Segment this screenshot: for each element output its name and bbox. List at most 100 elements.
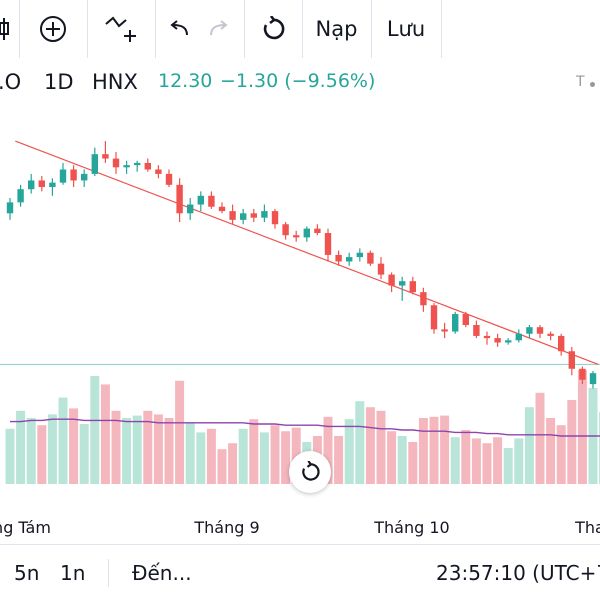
volume-bar — [196, 432, 205, 484]
candle-body — [367, 253, 373, 264]
candle-body — [113, 159, 119, 168]
redo-button[interactable] — [200, 0, 238, 58]
goto-date-button[interactable]: Đến... — [132, 561, 192, 585]
compare-button[interactable] — [88, 0, 154, 58]
volume-bar — [430, 417, 439, 484]
status-dot — [590, 82, 595, 87]
exchange-label: HNX — [92, 70, 138, 94]
volume-bar — [228, 443, 237, 484]
x-tick-label: Tháng 10 — [374, 518, 449, 537]
interval-label[interactable]: 1D — [44, 70, 74, 94]
x-tick-label: ng Tám — [0, 518, 51, 537]
candle-body — [537, 327, 543, 334]
bottom-divider — [108, 559, 109, 587]
symbol-info-bar: .O 1D HNX 12.30 −1.30 (−9.56%) T — [0, 58, 600, 106]
candle-body — [81, 174, 87, 181]
volume-bar — [186, 423, 195, 484]
volume-bar — [377, 411, 386, 484]
volume-bar — [472, 438, 481, 484]
candle-body — [176, 185, 182, 213]
volume-bar — [6, 429, 15, 484]
toolbar-divider — [441, 0, 442, 58]
candle-body — [7, 202, 13, 213]
reload-button[interactable] — [245, 0, 301, 58]
price-change: −1.30 (−9.56%) — [220, 70, 375, 92]
volume-bar — [218, 449, 227, 484]
candle-body — [325, 233, 331, 255]
candle-style-icon[interactable] — [0, 0, 14, 58]
candle-body — [314, 229, 320, 233]
candle-body — [155, 170, 161, 174]
volume-bar — [355, 401, 364, 484]
volume-bar — [419, 418, 428, 484]
volume-bar — [101, 384, 110, 484]
candle-body — [505, 340, 511, 342]
candle-body — [558, 336, 564, 351]
volume-bar — [48, 414, 57, 484]
volume-bar — [207, 429, 216, 484]
candle-body — [473, 325, 479, 336]
candle-body — [579, 369, 585, 380]
top-toolbar: Nạp Lưu — [0, 0, 600, 59]
volume-bar — [154, 414, 163, 484]
volume-bar — [567, 400, 576, 484]
candle-body — [335, 255, 341, 262]
candle-body — [208, 196, 214, 207]
reset-chart-button[interactable] — [289, 451, 331, 493]
candle-body — [240, 213, 246, 220]
candle-body — [304, 229, 310, 238]
volume-bar — [525, 407, 534, 484]
volume-bar — [90, 376, 99, 484]
undo-button[interactable] — [160, 0, 198, 58]
volume-bar — [387, 431, 396, 484]
save-layout-button[interactable]: Lưu — [372, 0, 440, 58]
candles — [7, 141, 600, 388]
clock-timezone[interactable]: 23:57:10 (UTC+7 — [436, 561, 600, 585]
candle-body — [60, 170, 66, 183]
add-indicator-button[interactable] — [20, 0, 86, 58]
undo-icon — [167, 19, 191, 39]
candle-body — [70, 170, 76, 181]
range-5y-button[interactable]: 5n — [14, 561, 39, 585]
candle-body — [219, 207, 225, 211]
candle-body — [452, 314, 458, 332]
candle-body — [49, 183, 55, 187]
volume-bar — [239, 429, 248, 484]
candle-body — [134, 163, 140, 165]
candle-body — [431, 305, 437, 329]
volume-bar — [122, 418, 131, 484]
volume-bar — [504, 448, 513, 484]
reset-icon — [299, 461, 321, 483]
volume-bar — [398, 436, 407, 484]
plus-circle-icon — [38, 14, 68, 44]
candle-body — [516, 334, 522, 341]
candle-body — [251, 213, 257, 217]
volume-bar — [546, 418, 555, 484]
candle-body — [590, 373, 596, 384]
volume-bar — [493, 437, 502, 484]
candle-body — [526, 327, 532, 334]
candle-body — [293, 235, 299, 237]
candle-body — [123, 165, 129, 167]
bottom-bar: 5n 1n Đến... 23:57:10 (UTC+7 — [0, 544, 600, 601]
volume-bar — [80, 424, 89, 484]
candle-body — [198, 196, 204, 205]
volume-bar — [514, 438, 523, 484]
candle-body — [39, 180, 45, 187]
trend-line[interactable] — [15, 141, 598, 364]
candle-body — [569, 351, 575, 369]
candle-body — [399, 281, 405, 285]
time-axis[interactable]: ng Tám Tháng 9 Tháng 10 Tha — [0, 514, 600, 544]
candle-body — [187, 205, 193, 214]
volume-bar — [334, 436, 343, 484]
volume-bar — [440, 416, 449, 484]
volume-bar — [461, 430, 470, 484]
load-layout-button[interactable]: Nạp — [303, 0, 370, 58]
candle-body — [261, 211, 267, 218]
range-1y-button[interactable]: 1n — [60, 561, 85, 585]
volume-bar — [133, 416, 142, 484]
rotate-icon — [260, 16, 286, 42]
symbol-name[interactable]: .O — [0, 70, 21, 94]
candle-body — [388, 275, 394, 286]
volume-bar — [37, 425, 46, 484]
